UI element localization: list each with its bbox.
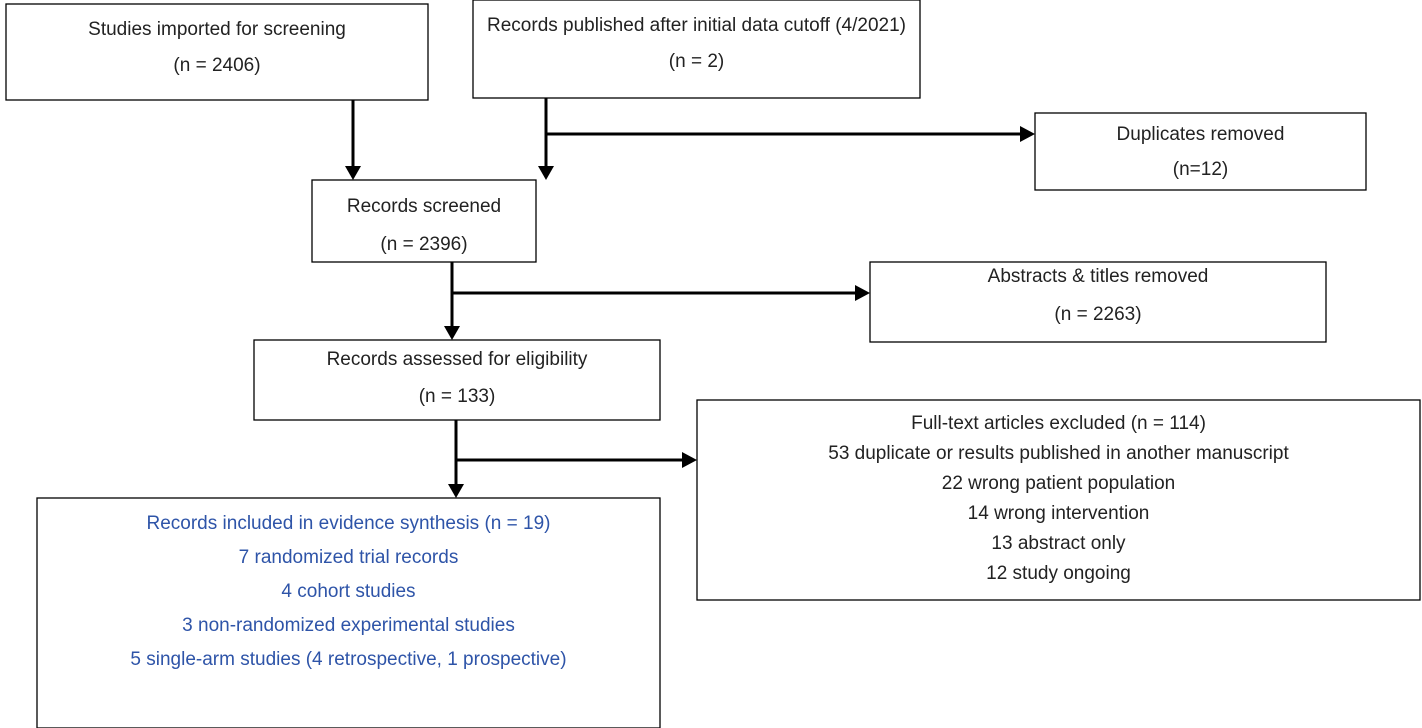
node-text: Studies imported for screening	[88, 19, 346, 40]
flow-node: Records assessed for eligibility (n = 133…	[253, 339, 661, 421]
flow-node: Records published after initial data cut…	[472, 0, 921, 99]
node-text: (n=12)	[1173, 159, 1228, 180]
node-text: 4 cohort studies	[281, 581, 415, 602]
arrow-head	[538, 166, 554, 180]
node-text: 22 wrong patient population	[942, 473, 1175, 494]
node-box	[696, 399, 1421, 601]
arrow-head	[855, 285, 870, 301]
node-text: Records assessed for eligibility	[327, 349, 588, 370]
connectors	[345, 98, 1035, 498]
node-text: 3 non-randomized experimental studies	[182, 615, 515, 636]
node-text: Full-text articles excluded (n = 114)	[911, 413, 1206, 434]
node-text: Abstracts & titles removed	[988, 266, 1209, 287]
node-box	[311, 179, 537, 263]
node-text: (n = 2396)	[380, 234, 467, 255]
node-box	[5, 3, 429, 101]
node-text: (n = 133)	[419, 386, 496, 407]
arrow-head	[682, 452, 697, 468]
arrow-head	[448, 484, 464, 498]
flow-node: Abstracts & titles removed (n = 2263)	[869, 261, 1327, 343]
node-text: 13 abstract only	[991, 533, 1126, 554]
boxes: Studies imported for screening (n = 2406)…	[5, 0, 1421, 728]
node-box	[472, 0, 921, 99]
node-text: Records screened	[347, 196, 501, 217]
node-box	[1034, 112, 1367, 191]
node-text: (n = 2263)	[1054, 304, 1141, 325]
flow-node: Studies imported for screening (n = 2406)	[5, 3, 429, 101]
node-box	[36, 497, 661, 728]
node-box	[869, 261, 1327, 343]
flow-node: Records included in evidence synthesis (…	[36, 497, 661, 728]
node-text: (n = 2406)	[173, 55, 260, 76]
arrow-head	[444, 326, 460, 340]
flow-node: Duplicates removed (n=12)	[1034, 112, 1367, 191]
flow-node: Full-text articles excluded (n = 114) 53 …	[696, 399, 1421, 601]
node-text: Records published after initial data cut…	[487, 15, 906, 36]
arrow-head	[1020, 126, 1035, 142]
flow-node: Records screened (n = 2396)	[311, 179, 537, 263]
node-text: 12 study ongoing	[986, 563, 1131, 584]
node-text: (n = 2)	[669, 51, 724, 72]
node-text: Duplicates removed	[1117, 124, 1285, 145]
node-box	[253, 339, 661, 421]
arrow-head	[345, 166, 361, 180]
node-text: 53 duplicate or results published in ano…	[828, 443, 1289, 464]
node-text: 5 single-arm studies (4 retrospective, 1…	[130, 649, 566, 670]
node-text: 7 randomized trial records	[239, 547, 459, 568]
node-text: Records included in evidence synthesis (…	[147, 513, 551, 534]
node-text: 14 wrong intervention	[968, 503, 1150, 524]
